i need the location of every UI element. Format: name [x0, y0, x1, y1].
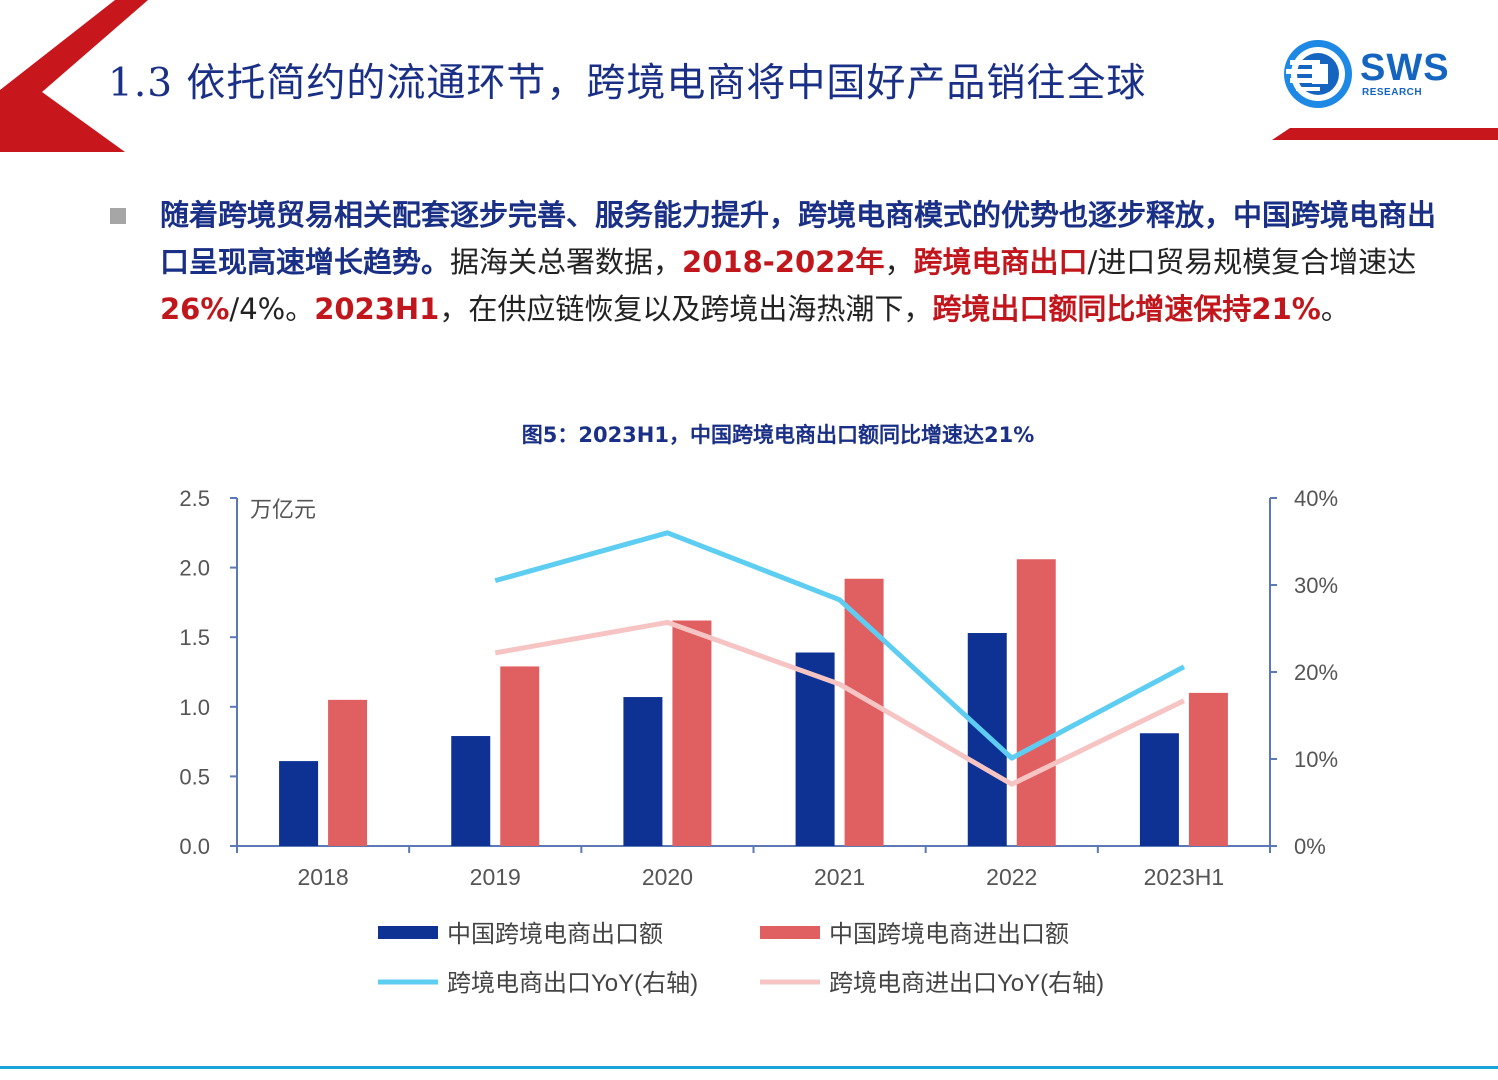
- x-tick-label: 2018: [297, 864, 348, 890]
- bar-export: [795, 652, 835, 846]
- bar-export: [967, 633, 1007, 846]
- x-tick-label: 2020: [642, 864, 693, 890]
- summary-paragraph: 随着跨境贸易相关配套逐步完善、服务能力提升，跨境电商模式的优势也逐步释放，中国跨…: [160, 192, 1450, 333]
- paragraph-segment: /4%。: [229, 292, 315, 326]
- footer-line: [0, 1066, 1498, 1069]
- bar-export: [1139, 733, 1179, 846]
- x-tick-label: 2021: [814, 864, 865, 890]
- left-tick-label: 2.5: [179, 486, 210, 511]
- left-tick-label: 0.0: [179, 834, 210, 859]
- paragraph-segment: 跨境出口额同比增速保持21%: [932, 292, 1321, 326]
- paragraph-segment: 跨境电商出口: [913, 245, 1088, 279]
- paragraph-segment: 2023H1: [314, 292, 440, 326]
- legend-label: 跨境电商出口YoY(右轴): [447, 970, 698, 997]
- sws-logo: SWS RESEARCH: [1282, 38, 1472, 110]
- bullet-marker: [110, 208, 126, 224]
- figure-title: 图5：2023H1，中国跨境电商出口额同比增速达21%: [521, 423, 1035, 447]
- paragraph-segment: 26%: [160, 292, 230, 326]
- paragraph-segment: ，在供应链恢复以及跨境出海热潮下，: [439, 292, 933, 326]
- line-series-export-yoy: [494, 530, 1186, 761]
- left-tick-label: 1.5: [179, 625, 210, 650]
- sws-logo-icon: [1284, 40, 1352, 108]
- paragraph-segment: /进口贸易规模复合增速达: [1087, 245, 1417, 279]
- x-tick-label: 2022: [986, 864, 1037, 890]
- left-tick-label: 2.0: [179, 556, 210, 581]
- page-title: 1.3 依托简约的流通环节，跨境电商将中国好产品销往全球: [108, 61, 1147, 106]
- right-tick-label: 0%: [1294, 834, 1326, 859]
- bar-import-export: [1188, 692, 1228, 846]
- line-series-import-export-yoy: [494, 619, 1186, 787]
- right-tick-label: 40%: [1294, 486, 1338, 511]
- bar-import-export: [672, 620, 712, 846]
- bar-import-export: [500, 666, 540, 846]
- right-tick-label: 30%: [1294, 573, 1338, 598]
- x-tick-label: 2023H1: [1144, 864, 1225, 890]
- paragraph-segment: 。: [1320, 292, 1350, 326]
- right-tick-label: 20%: [1294, 660, 1338, 685]
- right-tick-label: 10%: [1294, 747, 1338, 772]
- logo-subtext: RESEARCH: [1362, 87, 1423, 98]
- bar-import-export: [328, 699, 368, 846]
- paragraph-segment: 据海关总署数据，: [450, 245, 683, 279]
- legend-swatch: [760, 926, 820, 939]
- paragraph-segment: 随着跨境贸易相关配套逐步完善、服务能力提升，跨境电商模式的优势也逐步释放，中国跨…: [160, 198, 1437, 279]
- legend-label: 跨境电商进出口YoY(右轴): [829, 970, 1104, 997]
- left-axis-unit: 万亿元: [250, 497, 316, 522]
- logo-text: SWS: [1360, 47, 1450, 89]
- legend-swatch: [378, 926, 438, 939]
- legend-label: 中国跨境电商出口额: [447, 921, 663, 948]
- paragraph-segment: ，: [884, 245, 914, 279]
- legend-label: 中国跨境电商进出口额: [829, 921, 1069, 948]
- header-decoration: [0, 0, 1498, 152]
- paragraph-segment: 2018-2022年: [682, 245, 885, 279]
- left-tick-label: 1.0: [179, 695, 210, 720]
- bar-export: [451, 736, 491, 846]
- bar-export: [279, 761, 319, 846]
- left-tick-label: 0.5: [179, 764, 210, 789]
- trade-chart: 0.0 0.5 1.0 1.5 2.0 2.5 万亿元 0% 10% 20% 30% 40% 2018 2…: [179, 486, 1338, 997]
- x-tick-label: 2019: [470, 864, 521, 890]
- bar-import-export: [1016, 559, 1056, 846]
- bar-export: [623, 697, 663, 846]
- bar-import-export: [844, 578, 884, 846]
